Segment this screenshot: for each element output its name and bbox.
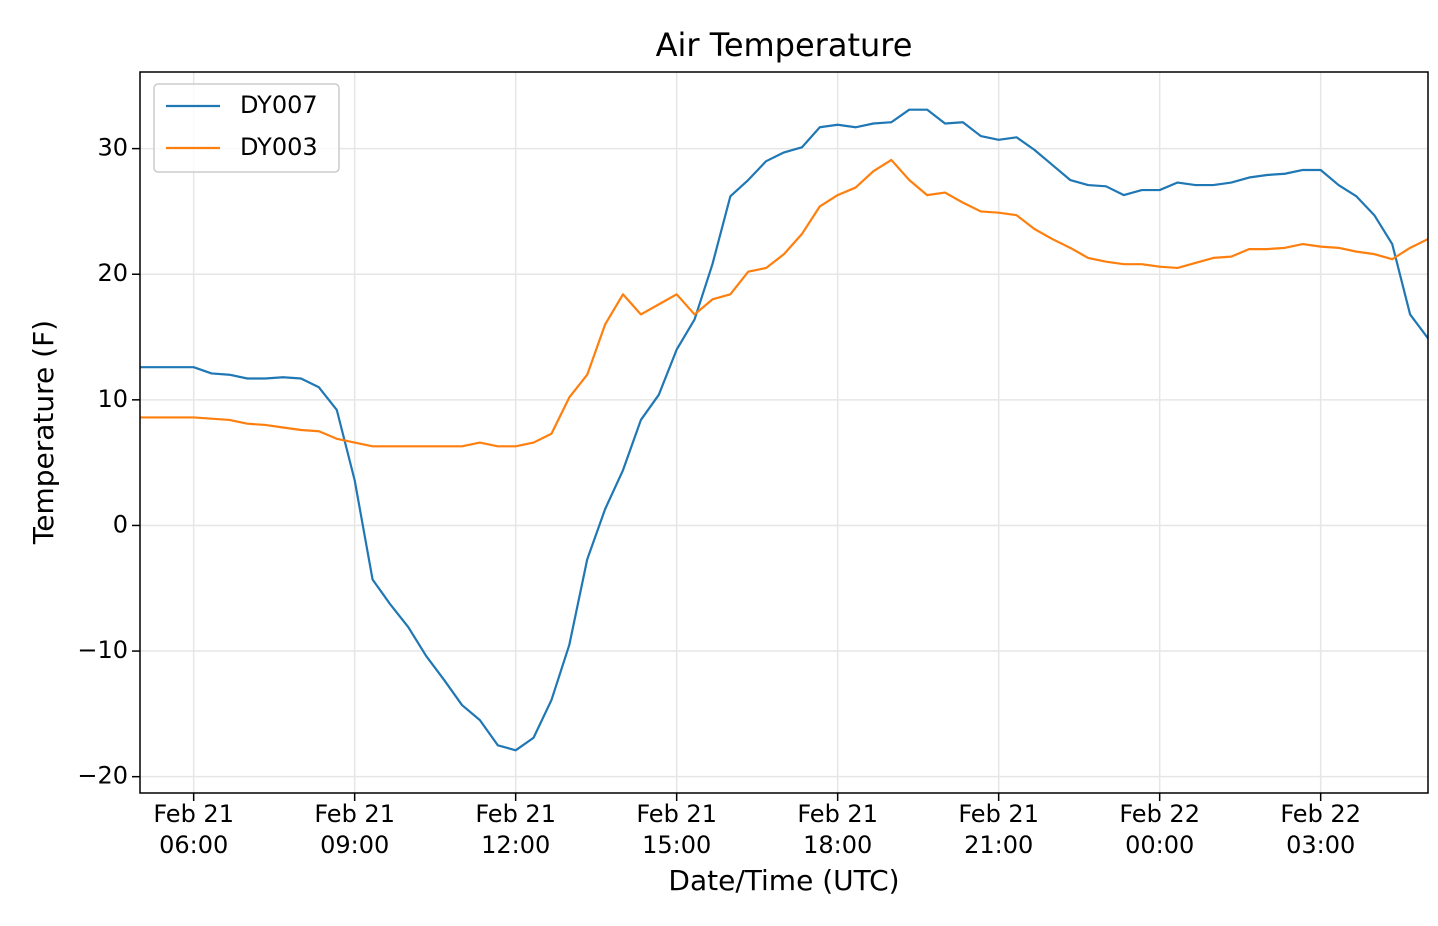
y-tick-label: −20 bbox=[77, 762, 128, 790]
x-tick-label: Feb 22 00:00 bbox=[1119, 800, 1200, 859]
y-tick-label: 10 bbox=[97, 385, 128, 413]
y-tick-label: 0 bbox=[113, 510, 128, 538]
x-tick-label: Feb 21 15:00 bbox=[636, 800, 717, 859]
x-tick-label: Feb 21 06:00 bbox=[153, 800, 234, 859]
x-tick-label: Feb 21 09:00 bbox=[314, 800, 395, 859]
y-tick-label: 20 bbox=[97, 259, 128, 287]
y-axis-label: Temperature (F) bbox=[27, 320, 60, 545]
plot-frame bbox=[139, 71, 1429, 794]
legend-label: DY007 bbox=[240, 91, 318, 119]
chart-title: Air Temperature bbox=[656, 26, 913, 64]
x-tick-label: Feb 21 18:00 bbox=[797, 800, 878, 859]
data-line bbox=[140, 158, 1428, 448]
data-line bbox=[140, 108, 1428, 752]
y-tick-label: −10 bbox=[77, 636, 128, 664]
y-tick-label: 30 bbox=[97, 134, 128, 162]
x-tick-label: Feb 21 21:00 bbox=[958, 800, 1039, 859]
x-axis-label: Date/Time (UTC) bbox=[668, 864, 899, 897]
x-tick-label: Feb 22 03:00 bbox=[1280, 800, 1361, 859]
legend-label: DY003 bbox=[240, 133, 318, 161]
x-tick-label: Feb 21 12:00 bbox=[475, 800, 556, 859]
